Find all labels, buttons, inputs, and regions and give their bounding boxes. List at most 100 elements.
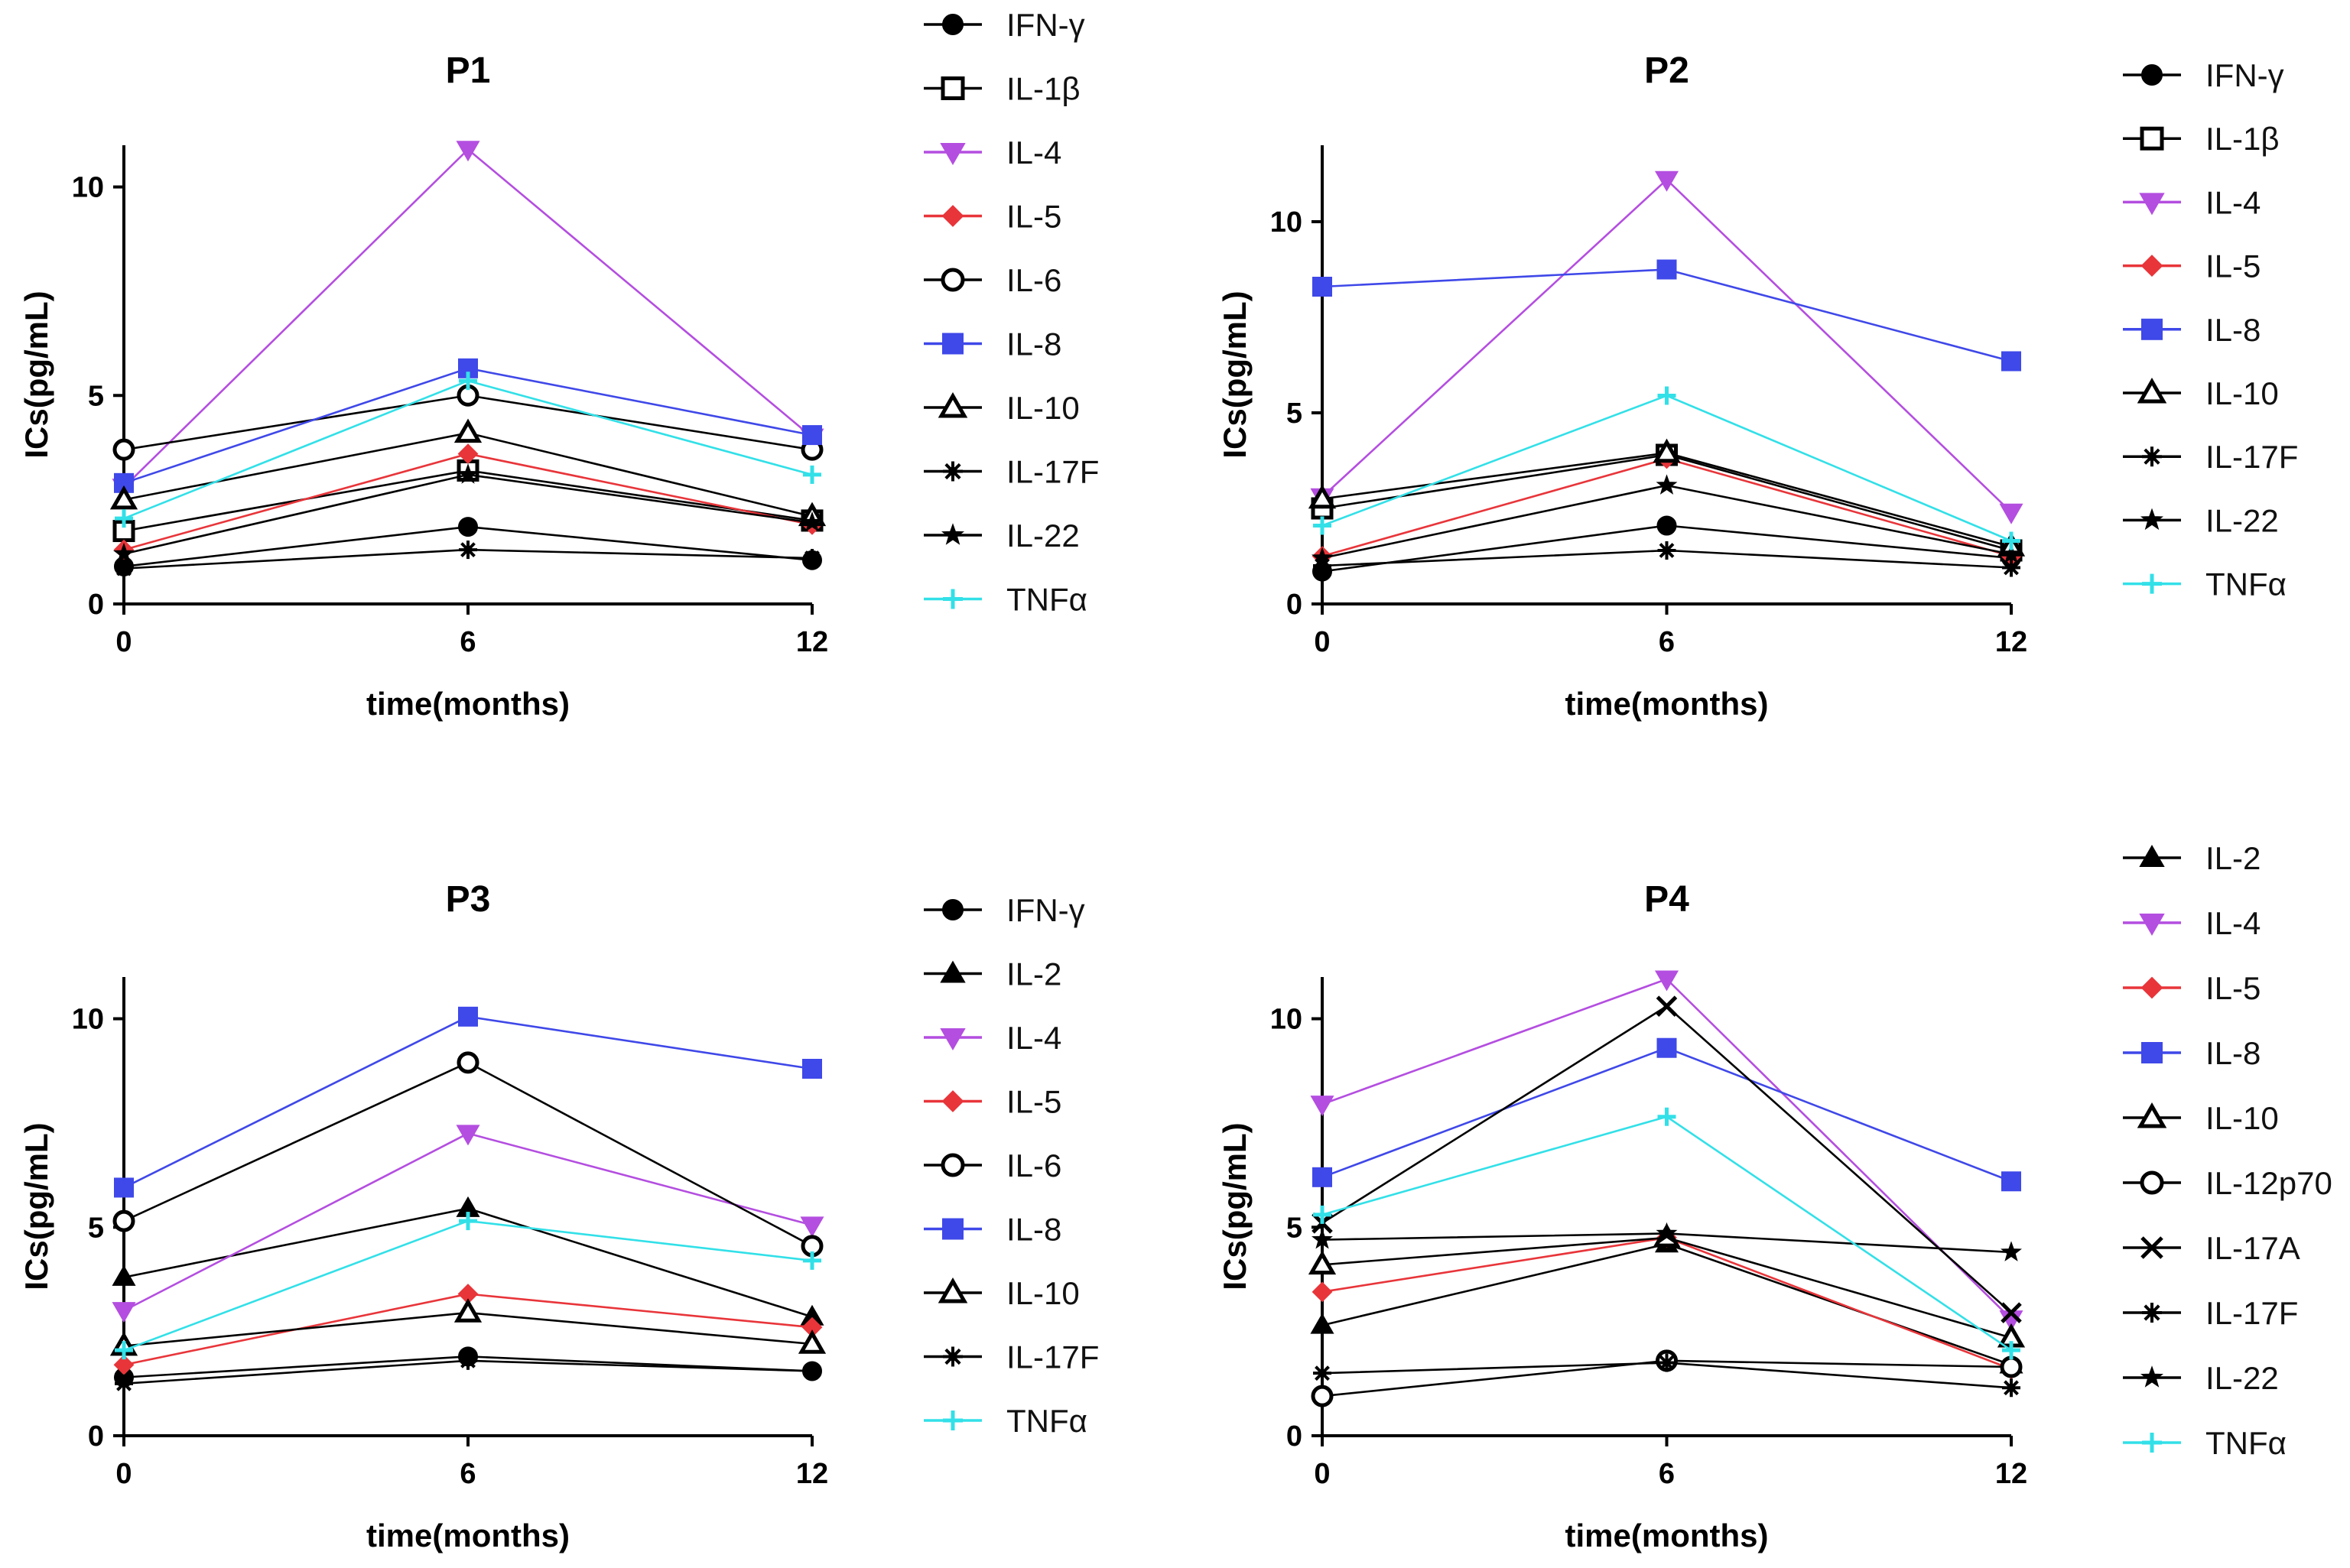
marker-triangle-down (456, 1125, 480, 1146)
marker-circle-open (941, 268, 965, 292)
chart-panel-p4: P4 0 5 10 0 6 12 time(months) ICs(pg/mL) IL-2 IL-4… (1217, 840, 2332, 1553)
legend-item: IL-6 (924, 262, 1061, 298)
marker-square (1656, 1037, 1677, 1058)
marker-square (1312, 1167, 1332, 1187)
legend-item: IL-10 (924, 390, 1080, 426)
marker-star (2001, 543, 2022, 563)
legend-label: IFN-γ (1006, 892, 1085, 928)
legend-label: IL-5 (1006, 1084, 1061, 1120)
marker-triangle-open (453, 418, 483, 443)
legend-label: IL-1β (1006, 71, 1081, 107)
marker-diamond (457, 443, 479, 465)
marker-triangle (1310, 1313, 1334, 1334)
chart-title: P4 (1644, 879, 1689, 920)
marker-square (802, 425, 822, 446)
legend-label: IL-8 (1006, 1212, 1061, 1248)
marker-asterisk-core (463, 545, 473, 554)
marker-diamond (941, 205, 964, 227)
marker-triangle-open (2137, 378, 2167, 404)
series-il-17f (115, 1351, 821, 1393)
marker-square (2001, 1171, 2021, 1192)
legend-label: TNFα (1006, 1403, 1087, 1439)
marker-diamond (2140, 255, 2163, 278)
legend-item: IL-6 (924, 1148, 1061, 1183)
series-il-8 (1312, 1037, 2021, 1192)
marker-square-open (2140, 126, 2164, 151)
marker-star (2140, 1365, 2164, 1388)
marker-square (942, 333, 964, 355)
marker-x-b (2001, 1302, 2022, 1323)
marker-plus (2142, 573, 2162, 594)
marker-plus (2002, 1341, 2020, 1360)
x-axis-label: time(months) (366, 1518, 570, 1553)
legend-item: IL-8 (2123, 1035, 2261, 1071)
legend-label: IL-8 (2205, 1035, 2261, 1071)
marker-star (1312, 547, 1333, 567)
marker-plus (115, 1341, 133, 1360)
marker-star (2001, 1241, 2022, 1261)
marker-x (2140, 1236, 2163, 1259)
marker-star (113, 542, 135, 563)
marker-asterisk-core (2147, 1308, 2157, 1317)
marker-star (1656, 1222, 1678, 1243)
marker-asterisk (115, 559, 133, 578)
marker-asterisk-core (1663, 546, 1671, 555)
marker-asterisk (2002, 1378, 2020, 1398)
legend-item: IL-17F (924, 1339, 1099, 1375)
x-tick-label: 12 (1995, 1458, 2027, 1490)
marker-triangle-down (2139, 913, 2165, 936)
y-axis-label: ICs(pg/mL) (18, 1122, 54, 1290)
legend-item: IL-1β (924, 71, 1081, 107)
marker-triangle (2139, 845, 2165, 868)
marker-asterisk (943, 1346, 963, 1367)
marker-x (2001, 1302, 2022, 1323)
marker-star (1312, 1228, 1333, 1249)
marker-triangle-open (453, 1298, 483, 1323)
marker-triangle-open (938, 392, 968, 418)
marker-asterisk (115, 1374, 133, 1393)
series-tnf- (115, 1212, 821, 1360)
marker-triangle-open (1308, 1250, 1337, 1275)
marker-star (941, 523, 965, 545)
marker-asterisk (1657, 541, 1676, 560)
legend-item: IL-8 (924, 326, 1061, 362)
marker-square (802, 1059, 822, 1079)
marker-square (802, 1059, 822, 1079)
marker-square (458, 1006, 478, 1027)
marker-triangle-down (456, 141, 480, 162)
legend-label: IL-17F (2205, 439, 2298, 475)
legend-item: IL-4 (2123, 905, 2261, 941)
marker-star (2001, 543, 2022, 563)
marker-triangle-down (1654, 170, 1679, 192)
marker-square (2141, 318, 2163, 340)
marker-plus (1657, 1107, 1676, 1126)
marker-circle (942, 14, 964, 35)
marker-star (457, 463, 479, 484)
marker-asterisk-core (1318, 1368, 1327, 1378)
legend-item: IL-17F (2123, 439, 2298, 475)
series-il-8 (114, 1006, 822, 1198)
legend-item: IL-8 (2123, 312, 2261, 348)
series-il-6 (112, 1051, 824, 1258)
series-il-8 (114, 358, 822, 493)
marker-triangle-open (1308, 484, 1337, 509)
legend-item: IFN-γ (2123, 57, 2284, 93)
marker-circle (942, 899, 964, 920)
y-tick-label: 10 (1270, 1004, 1302, 1036)
marker-triangle-down (940, 142, 966, 165)
y-tick-label: 5 (88, 380, 104, 412)
marker-square (942, 1218, 964, 1240)
marker-star (1656, 474, 1678, 495)
x-axis-label: time(months) (1565, 1518, 1769, 1553)
marker-square (1656, 259, 1677, 280)
y-tick-label: 10 (1270, 206, 1302, 239)
marker-triangle-open (938, 1277, 968, 1303)
legend-label: IL-6 (1006, 262, 1061, 298)
legend-item: IL-4 (924, 1020, 1061, 1056)
y-tick-label: 0 (1286, 1420, 1302, 1453)
legend: IFN-γ IL-1β IL-4 IL-5 IL-6 IL-8 IL-10 IL-17F IL-… (924, 7, 1099, 618)
y-tick-label: 0 (88, 1420, 104, 1453)
marker-triangle-down (2139, 193, 2165, 216)
series-line (1321, 1236, 2012, 1339)
marker-asterisk-core (1663, 1359, 1671, 1367)
